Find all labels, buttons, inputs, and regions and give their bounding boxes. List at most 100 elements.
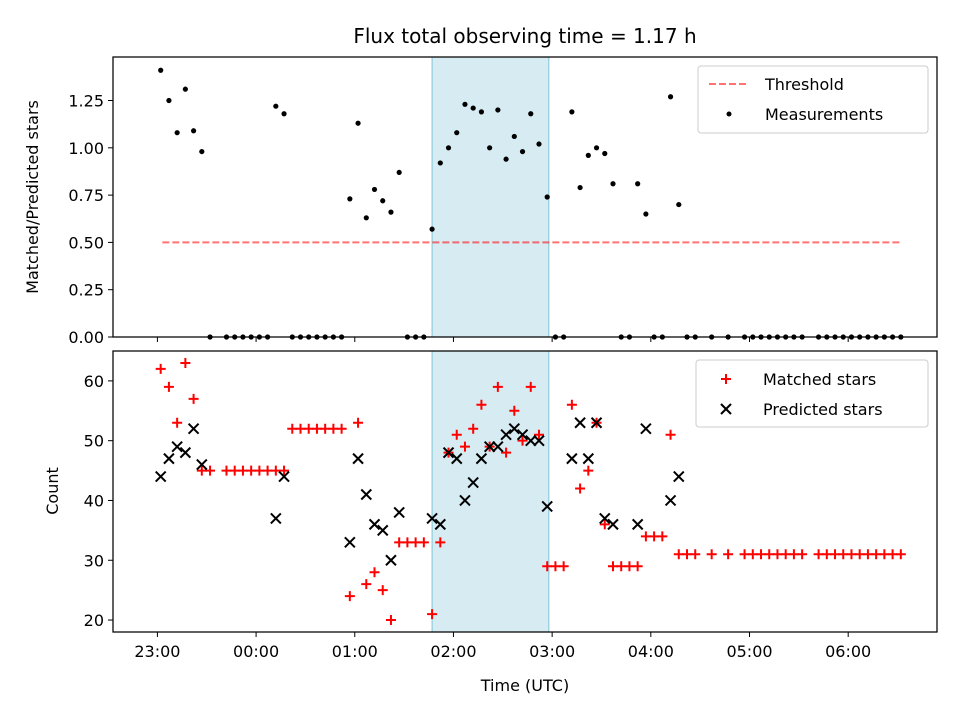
bottom-panel: 20 30 40 50 60 23:00 00:00 01:00 02:00 03:00 04:00… [43, 350, 938, 695]
matched-star-point [468, 423, 479, 434]
predicted-star-point [631, 518, 644, 531]
matched-star-point [525, 381, 536, 392]
measurement-point [519, 148, 526, 155]
matched-star-point [575, 483, 586, 494]
matched-star-point [517, 435, 528, 446]
predicted-star-point [525, 434, 537, 447]
bottom-y-tick-label: 40 [84, 491, 104, 510]
measurement-point [445, 145, 452, 151]
measurement-point [174, 130, 180, 136]
matched-star-point [279, 465, 290, 476]
predicted-star-point [368, 518, 381, 531]
matched-star-point [599, 519, 610, 530]
bottom-y-axis-label: Count [43, 467, 62, 515]
predicted-star-point [541, 500, 553, 513]
predicted-star-point [500, 428, 512, 441]
predicted-legend-swatch [720, 403, 732, 415]
bottom-legend-box [695, 359, 929, 428]
predicted-star-point [492, 440, 504, 453]
matched-star-point [657, 531, 668, 542]
predicted-star-point [154, 470, 167, 483]
predicted-star-point [385, 554, 397, 566]
matched-star-point [369, 567, 380, 578]
measurements-legend-label: Measurements [765, 105, 883, 124]
matched-star-point [418, 537, 429, 548]
top-legend-box [697, 65, 929, 134]
predicted-star-point [508, 423, 521, 435]
predicted-star-point [270, 512, 282, 525]
predicted-star-point [377, 524, 389, 537]
x-tick-label: 23:00 [134, 642, 180, 661]
top-highlight-span [431, 56, 550, 338]
predicted-star-point [599, 512, 611, 525]
measurement-point [388, 209, 394, 215]
measurement-point [182, 86, 188, 92]
top-plot-frame [112, 56, 938, 338]
measurement-point [454, 130, 460, 136]
measurements-legend-swatch [726, 111, 732, 117]
predicted-star-point [278, 470, 290, 483]
predicted-legend-label: Predicted stars [763, 400, 883, 419]
matched-star-point [435, 537, 446, 548]
x-tick-label: 05:00 [726, 642, 772, 661]
matched-star-point [361, 579, 372, 590]
bottom-highlight-span [431, 350, 550, 633]
measurement-point [273, 103, 279, 109]
measurement-point [158, 67, 164, 73]
threshold-legend-label: Threshold [764, 75, 844, 94]
measurement-point [676, 201, 682, 208]
top-y-tick-label: 0.75 [68, 186, 104, 205]
measurement-point [667, 94, 674, 100]
matched-star-point [155, 363, 166, 374]
matched-star-point [385, 615, 396, 626]
predicted-star-point [533, 434, 545, 447]
top-legend: Threshold Measurements [697, 65, 929, 134]
bottom-y-tick-label: 60 [84, 372, 104, 391]
matched-star-point [451, 429, 462, 440]
top-y-tick-label: 0.00 [68, 328, 104, 347]
bottom-y-tick-label: 30 [84, 551, 104, 570]
predicted-star-point [426, 512, 438, 525]
top-y-axis-label: Matched/Predicted stars [23, 100, 42, 294]
matched-star-point [180, 357, 191, 368]
matched-star-point [632, 561, 643, 572]
predicted-star-point [566, 452, 578, 465]
predicted-star-point [640, 423, 652, 435]
matched-star-point [172, 417, 183, 428]
measurement-point [544, 194, 550, 200]
matched-star-point [353, 417, 364, 428]
measurement-point [166, 97, 172, 104]
predicted-star-point [607, 518, 619, 531]
matched-star-point [205, 465, 216, 476]
predicted-star-point [393, 506, 405, 519]
x-axis-label: Time (UTC) [480, 676, 569, 695]
measurement-point [470, 105, 476, 111]
predicted-star-point [516, 428, 529, 441]
measurement-point [585, 152, 591, 158]
bottom-y-tick-label: 20 [84, 611, 104, 630]
x-tick-label: 02:00 [430, 642, 476, 661]
predicted-star-point [187, 423, 200, 435]
matched-star-point [476, 399, 487, 410]
measurement-point [495, 107, 501, 113]
matched-legend-swatch [721, 374, 731, 384]
matched-star-point [533, 429, 544, 440]
matched-star-point [665, 429, 676, 440]
predicted-star-point [442, 446, 455, 459]
matched-star-point [501, 447, 512, 458]
measurement-point [577, 184, 583, 191]
measurement-point [281, 111, 287, 117]
matched-star-point [509, 405, 520, 416]
x-tick-label: 06:00 [825, 642, 871, 661]
measurement-point [396, 169, 402, 176]
top-y-tick-label: 0.25 [68, 281, 104, 300]
predicted-star-point [163, 452, 175, 465]
measurement-point [199, 148, 205, 155]
measurement-point [355, 120, 361, 126]
measurement-point [635, 181, 641, 187]
predicted-star-point [673, 470, 685, 483]
matched-star-point [336, 423, 347, 434]
predicted-star-point [483, 440, 496, 453]
matched-star-point [583, 465, 594, 476]
